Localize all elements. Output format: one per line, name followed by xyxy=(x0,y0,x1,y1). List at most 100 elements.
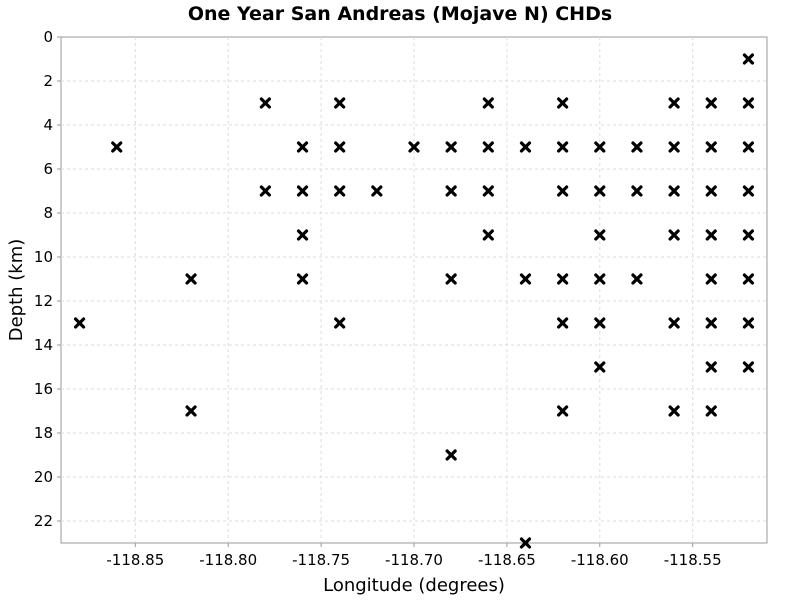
y-tick-label: 0 xyxy=(43,28,53,46)
data-point xyxy=(482,185,494,197)
data-point-stroke xyxy=(557,97,569,109)
data-point xyxy=(631,141,643,153)
data-point-stroke xyxy=(594,273,606,285)
data-point-stroke xyxy=(668,317,680,329)
data-point-stroke xyxy=(631,273,643,285)
data-point-stroke xyxy=(334,97,346,109)
data-point xyxy=(557,185,569,197)
data-point-stroke xyxy=(742,97,755,109)
data-point xyxy=(445,449,457,461)
x-tick-label: -118.65 xyxy=(478,551,536,569)
data-point xyxy=(668,405,680,417)
y-tick-label: 8 xyxy=(43,204,53,222)
data-point xyxy=(482,97,494,109)
data-point xyxy=(742,229,755,241)
data-point-stroke xyxy=(668,405,680,417)
data-point xyxy=(445,185,457,197)
data-point xyxy=(296,273,309,285)
data-point-stroke xyxy=(705,141,717,153)
y-tick-label: 14 xyxy=(34,336,53,354)
data-point-stroke xyxy=(445,273,457,285)
data-point xyxy=(557,141,569,153)
data-point xyxy=(594,361,606,373)
data-point-stroke xyxy=(668,229,680,241)
data-point-stroke xyxy=(705,229,717,241)
data-point xyxy=(742,185,755,197)
data-point-stroke xyxy=(557,141,569,153)
data-point xyxy=(742,317,755,329)
data-point xyxy=(705,273,717,285)
data-point xyxy=(594,229,606,241)
data-point-stroke xyxy=(557,405,569,417)
data-point-stroke xyxy=(445,141,457,153)
data-point xyxy=(742,97,755,109)
data-point xyxy=(334,97,346,109)
data-point xyxy=(445,141,457,153)
data-point xyxy=(296,185,309,197)
data-point-stroke xyxy=(445,185,457,197)
data-point-stroke xyxy=(185,273,197,285)
data-point-stroke xyxy=(296,273,309,285)
data-point xyxy=(668,141,680,153)
data-point xyxy=(185,405,197,417)
data-point xyxy=(631,273,643,285)
data-point-stroke xyxy=(296,229,309,241)
data-point-stroke xyxy=(557,185,569,197)
data-point-stroke xyxy=(259,185,271,197)
data-point-stroke xyxy=(519,537,532,549)
data-point-stroke xyxy=(668,97,680,109)
data-point-stroke xyxy=(705,185,717,197)
data-point-stroke xyxy=(482,141,494,153)
data-point xyxy=(296,141,309,153)
data-point xyxy=(705,229,717,241)
data-point-stroke xyxy=(519,273,532,285)
data-point-stroke xyxy=(334,141,346,153)
x-tick-label: -118.75 xyxy=(292,551,350,569)
data-point xyxy=(185,273,197,285)
data-point-stroke xyxy=(594,185,606,197)
x-tick-label: -118.80 xyxy=(199,551,257,569)
data-point-stroke xyxy=(705,273,717,285)
data-point-stroke xyxy=(594,317,606,329)
y-tick-label: 20 xyxy=(34,468,53,486)
data-point-stroke xyxy=(445,449,457,461)
data-point-stroke xyxy=(594,229,606,241)
data-point-stroke xyxy=(631,141,643,153)
data-point-stroke xyxy=(334,185,346,197)
x-tick-label: -118.55 xyxy=(664,551,722,569)
data-point xyxy=(594,141,606,153)
data-point xyxy=(668,317,680,329)
data-point-stroke xyxy=(111,141,123,153)
data-point-stroke xyxy=(668,141,680,153)
data-point-stroke xyxy=(482,97,494,109)
y-tick-label: 12 xyxy=(34,292,53,310)
data-point-stroke xyxy=(557,273,569,285)
data-point xyxy=(371,185,383,197)
data-point xyxy=(742,273,755,285)
data-point-stroke xyxy=(705,361,717,373)
data-point xyxy=(73,317,86,329)
data-point xyxy=(705,141,717,153)
data-point xyxy=(111,141,123,153)
axis-ticks: -118.85 -118.80 -118.75 -118.70 -118.65 -118.… xyxy=(34,28,722,569)
data-point xyxy=(445,273,457,285)
data-point-stroke xyxy=(668,185,680,197)
data-point-stroke xyxy=(742,53,755,65)
data-point xyxy=(557,317,569,329)
data-point-stroke xyxy=(705,405,717,417)
data-point-stroke xyxy=(742,141,755,153)
data-point xyxy=(557,405,569,417)
y-tick-label: 4 xyxy=(43,116,53,134)
data-point-stroke xyxy=(705,317,717,329)
data-point xyxy=(482,229,494,241)
data-point xyxy=(705,97,717,109)
data-point xyxy=(334,185,346,197)
data-point xyxy=(334,141,346,153)
data-point xyxy=(482,141,494,153)
data-point-stroke xyxy=(557,317,569,329)
x-axis-label: Longitude (degrees) xyxy=(323,575,505,596)
data-point-stroke xyxy=(742,317,755,329)
data-point-stroke xyxy=(296,185,309,197)
data-point xyxy=(742,53,755,65)
